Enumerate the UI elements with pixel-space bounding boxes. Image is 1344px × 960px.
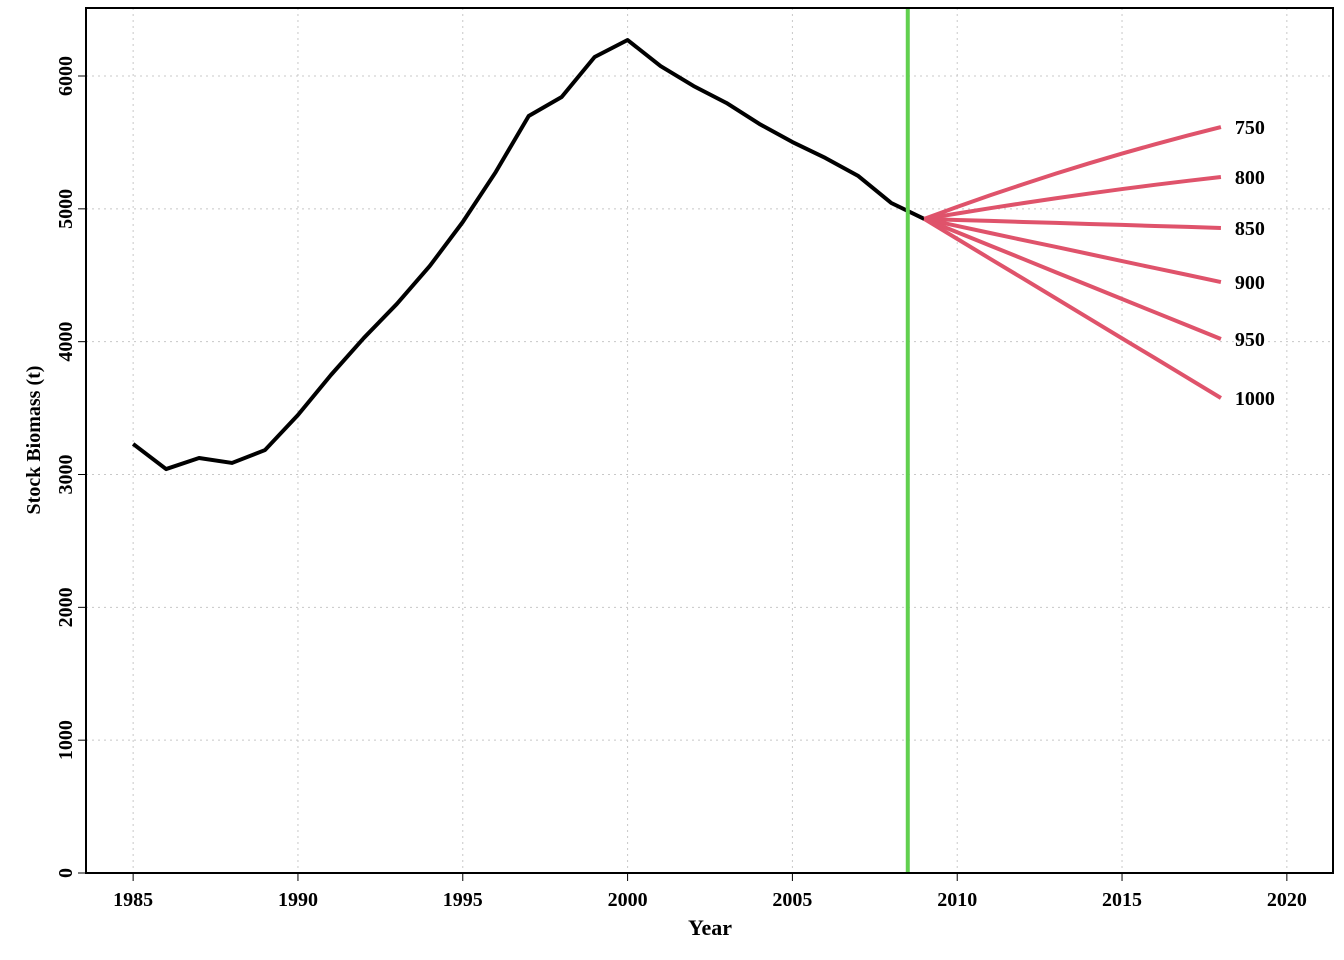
x-tick-label: 1995 <box>443 889 483 911</box>
y-tick-label: 6000 <box>55 56 77 96</box>
x-tick-label: 1985 <box>113 889 153 911</box>
plot-frame <box>85 7 1334 874</box>
y-tick-label: 0 <box>55 868 77 878</box>
y-tick-label: 4000 <box>55 322 77 362</box>
series-label: 900 <box>1235 272 1265 294</box>
series-label: 800 <box>1235 167 1265 189</box>
series-line <box>923 217 1222 341</box>
x-tick-label: 2005 <box>772 889 812 911</box>
series-line <box>923 217 1222 400</box>
series-label: 950 <box>1235 329 1265 351</box>
y-tick-label: 1000 <box>55 720 77 760</box>
series-line <box>131 38 926 472</box>
y-axis-label: Stock Biomass (t) <box>23 366 45 515</box>
series-line <box>923 216 1222 284</box>
series-label: 1000 <box>1235 388 1275 410</box>
y-tick-label: 5000 <box>55 189 77 229</box>
x-tick-label: 2020 <box>1267 889 1307 911</box>
x-tick-label: 2015 <box>1102 889 1142 911</box>
x-axis-label: Year <box>688 915 732 940</box>
y-tick-label: 3000 <box>55 455 77 495</box>
x-tick-label: 1990 <box>278 889 318 911</box>
series-line <box>923 125 1222 221</box>
series-label: 750 <box>1235 117 1265 139</box>
y-tick-label: 2000 <box>55 587 77 627</box>
x-tick-label: 2000 <box>608 889 648 911</box>
series-label: 850 <box>1235 218 1265 240</box>
x-tick-label: 2010 <box>937 889 977 911</box>
series-line <box>923 174 1222 221</box>
series-line <box>924 216 1221 230</box>
